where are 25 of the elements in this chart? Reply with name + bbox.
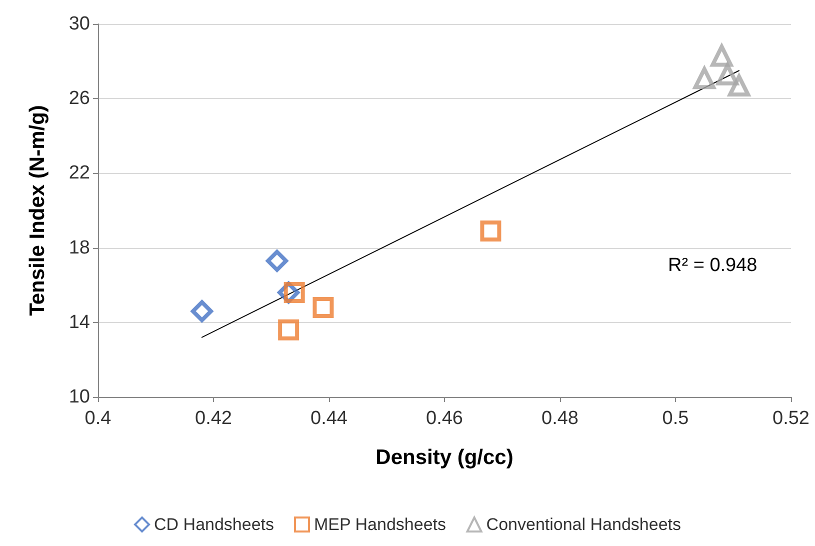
x-tick-label: 0.52 — [772, 408, 810, 429]
legend-label: Conventional Handsheets — [486, 515, 681, 534]
x-tick-label: 0.5 — [662, 408, 689, 429]
point — [190, 300, 213, 322]
x-tick-label: 0.44 — [310, 408, 348, 429]
x-tick-label: 0.46 — [426, 408, 463, 429]
point — [266, 250, 288, 272]
x-axis-title: Density (g/cc) — [376, 446, 514, 469]
annotation: R² = 0.948 — [668, 255, 758, 276]
x-tick-label: 0.48 — [542, 408, 578, 429]
legend-label: MEP Handsheets — [314, 515, 446, 534]
x-tick-label: 0.4 — [84, 408, 112, 429]
y-tick-label: 26 — [68, 88, 90, 110]
point — [284, 282, 305, 304]
y-tick-label: 30 — [68, 14, 90, 34]
legend-label: CD Handsheets — [154, 515, 274, 534]
x-tick-label: 0.42 — [195, 408, 232, 429]
y-tick-label: 22 — [68, 162, 90, 184]
y-tick-label: 18 — [68, 237, 90, 258]
y-tick-label: 10 — [68, 386, 90, 408]
y-axis-title: Tensile Index (N-m/g) — [26, 105, 49, 316]
y-tick-label: 14 — [68, 312, 90, 333]
point — [278, 319, 300, 340]
point — [312, 296, 334, 318]
point — [480, 220, 502, 242]
